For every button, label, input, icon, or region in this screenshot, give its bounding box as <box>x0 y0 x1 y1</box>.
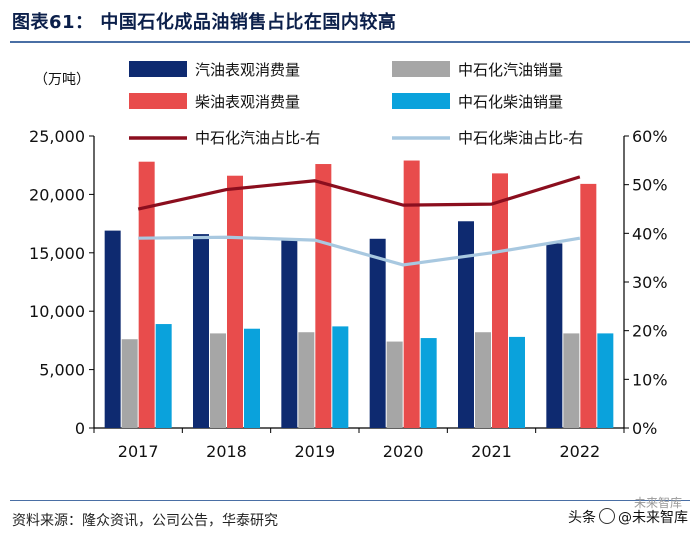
bar <box>281 239 298 428</box>
legend-swatch <box>129 93 187 109</box>
bar <box>244 328 260 428</box>
y-left-tick-label: 0 <box>75 419 85 438</box>
bar <box>104 230 121 428</box>
legend-label: 柴油表观消费量 <box>195 93 300 111</box>
y-left-tick-label: 20,000 <box>29 185 85 204</box>
x-tick-label: 2019 <box>294 442 335 461</box>
y-right-tick-label: 10% <box>632 370 668 389</box>
bar <box>475 332 491 428</box>
y-right-tick-label: 60% <box>632 127 668 146</box>
legend-swatch <box>392 93 450 109</box>
y-right-tick-label: 40% <box>632 224 668 243</box>
y-right-tick-label: 30% <box>632 273 668 292</box>
footer-divider <box>10 500 690 501</box>
y-right-tick-label: 20% <box>632 322 668 341</box>
source-note: 资料来源：隆众资讯，公司公告，华泰研究 <box>12 513 278 529</box>
bar <box>563 333 580 428</box>
series-line <box>137 175 581 211</box>
bar <box>597 333 614 428</box>
title-divider <box>10 41 690 43</box>
bar <box>298 332 315 428</box>
bar <box>138 161 155 429</box>
watermark: 未来智库 头条 @未来智库 <box>564 496 692 528</box>
bar <box>332 326 349 428</box>
legend-swatch <box>129 61 187 77</box>
y-right-tick-label: 50% <box>632 176 668 195</box>
bar <box>458 221 474 428</box>
watermark-logo-icon <box>599 508 615 524</box>
watermark-handle: @未来智库 <box>618 510 688 526</box>
x-tick-label: 2020 <box>383 442 424 461</box>
watermark-sub: 未来智库 <box>633 496 682 510</box>
x-tick-label: 2021 <box>471 442 512 461</box>
y-right-tick-label: 0% <box>632 419 657 438</box>
legend-label: 中石化柴油销量 <box>458 93 563 111</box>
y-left-tick-label: 15,000 <box>29 244 85 263</box>
bar <box>386 341 403 428</box>
legend-label: 中石化柴油占比-右 <box>458 129 583 147</box>
bar <box>369 238 386 428</box>
x-tick-label: 2022 <box>559 442 600 461</box>
y-axis-unit: （万吨） <box>34 72 90 88</box>
bar <box>210 333 226 428</box>
legend-swatch <box>392 61 450 77</box>
chart-area: （万吨） 0 5,000 10,000 15,000 20,000 25,000 0% 10% 2… <box>29 61 668 461</box>
legend-label: 中石化汽油销量 <box>458 61 563 79</box>
chart-title: 图表61： 中国石化成品油销售占比在国内较高 <box>12 12 397 33</box>
series-line <box>138 235 581 267</box>
bar <box>580 183 597 428</box>
bar <box>193 234 209 428</box>
bar <box>155 324 172 428</box>
bar <box>403 160 420 428</box>
y-left-tick-label: 5,000 <box>39 361 85 380</box>
x-tick-label: 2017 <box>118 442 159 461</box>
bar <box>315 164 332 429</box>
y-left-tick-label: 25,000 <box>29 127 85 146</box>
y-left-tick-label: 10,000 <box>29 302 85 321</box>
bar <box>420 338 437 428</box>
legend-label: 汽油表观消费量 <box>195 61 300 79</box>
bar <box>227 175 243 428</box>
bar <box>509 336 525 428</box>
bar <box>546 243 563 428</box>
x-tick-label: 2018 <box>206 442 247 461</box>
legend-label: 中石化汽油占比-右 <box>195 129 320 147</box>
bar <box>121 339 138 428</box>
bar <box>492 173 508 428</box>
watermark-brand: 头条 <box>568 510 596 526</box>
